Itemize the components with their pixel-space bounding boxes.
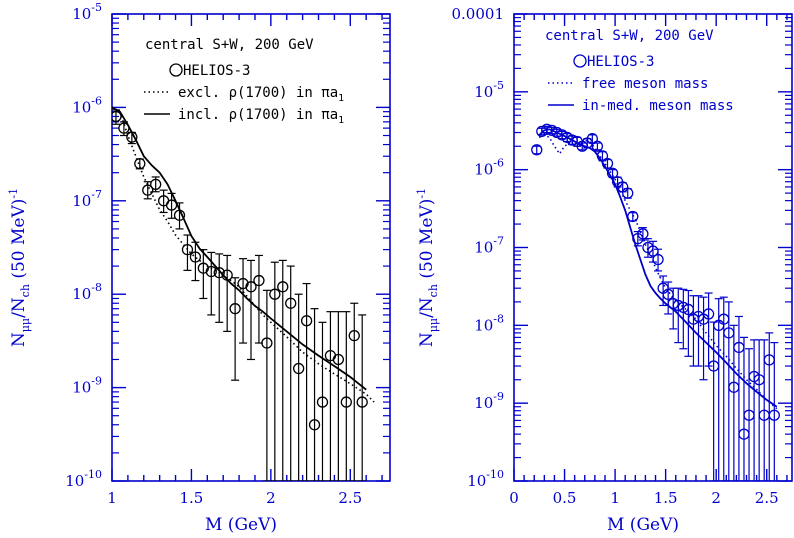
data-point	[702, 308, 715, 320]
y-tick-label: 10-5	[474, 79, 504, 101]
data-point	[173, 209, 186, 221]
data-point	[165, 199, 178, 211]
data-point	[308, 419, 321, 431]
y-tick-label: 10-10	[65, 468, 102, 490]
data-point	[531, 144, 543, 156]
x-tick-label: 2	[266, 489, 276, 507]
y-tick-label: 10-10	[467, 468, 504, 490]
annotation-title: central S+W, 200 GeV	[145, 37, 314, 53]
y-tick-label: 10-6	[72, 94, 102, 116]
x-axis-title: M (GeV)	[607, 515, 679, 535]
annotation-title: central S+W, 200 GeV	[545, 28, 714, 44]
data-point	[261, 337, 273, 349]
x-axis-title: M (GeV)	[205, 515, 277, 535]
solid-curve	[538, 128, 778, 408]
plot-area	[112, 106, 375, 481]
legend-label: free meson mass	[582, 76, 708, 92]
x-tick-label: 1.5	[179, 489, 203, 507]
y-tick-label: 10-8	[72, 281, 102, 303]
x-tick-label: 0.5	[553, 489, 577, 507]
legend-label: HELIOS-3	[183, 63, 250, 79]
data-point	[134, 157, 146, 170]
data-point	[652, 253, 664, 266]
x-tick-label: 2	[711, 489, 721, 507]
data-point	[229, 303, 241, 315]
data-point	[300, 315, 313, 327]
data-point	[622, 187, 634, 199]
data-point	[316, 396, 329, 408]
y-tick-label: 0.0001	[452, 5, 505, 23]
plot-frame	[111, 13, 391, 482]
x-tick-label: 2.5	[338, 489, 362, 507]
data-point	[627, 210, 639, 223]
x-tick-label: 1.5	[654, 489, 678, 507]
data-point	[213, 267, 225, 279]
data-point	[285, 297, 297, 309]
y-tick-label: 10-8	[474, 312, 504, 334]
y-tick-label: 10-5	[72, 1, 102, 23]
x-tick-label: 1	[107, 489, 117, 507]
y-tick-label: 10-7	[474, 235, 504, 257]
data-point	[637, 228, 649, 240]
legend-marker-circle	[573, 54, 587, 68]
data-point	[205, 265, 217, 278]
y-axis-title: Nμμ/Nch (50 MeV)-1	[7, 188, 32, 347]
y-tick-label: 10-7	[72, 188, 102, 210]
legend-label: excl. ρ(1700) in πa1	[178, 85, 344, 104]
data-point	[118, 122, 130, 134]
data-point	[606, 167, 619, 179]
solid-curve	[112, 106, 367, 391]
data-point	[332, 353, 345, 366]
legend-label: HELIOS-3	[587, 54, 654, 70]
y-tick-label: 10-9	[474, 390, 504, 412]
left-chart: 1 1.5 2 2.5 10-10 10-9 10-8 10-7 10-6 10-5 M (GeV)…	[7, 1, 391, 535]
y-tick-label: 10-6	[474, 157, 504, 179]
data-point	[591, 140, 604, 152]
plot-area	[531, 123, 780, 481]
legend-label: in-med. meson mass	[582, 98, 734, 114]
y-axis-title: Nμμ/Nch (50 MeV)-1	[415, 188, 440, 347]
data-point	[253, 274, 265, 287]
data-point	[586, 133, 598, 145]
data-point	[142, 184, 154, 196]
x-tick-label: 1	[610, 489, 620, 507]
data-point	[356, 396, 368, 408]
data-point	[181, 243, 194, 256]
right-chart: 0 0.5 1 1.5 2 2.5 10-10 10-9 10-8 10-7 10-6 10-5 0.0…	[415, 5, 793, 535]
data-point	[126, 131, 138, 143]
legend-label: incl. ρ(1700) in πa1	[178, 107, 344, 126]
data-point	[340, 396, 352, 408]
data-point	[601, 157, 614, 170]
x-tick-label: 0	[509, 489, 519, 507]
data-point	[269, 288, 281, 300]
dotted-curve	[538, 134, 778, 410]
data-point	[112, 110, 122, 123]
data-point	[348, 329, 360, 342]
data-point	[189, 251, 202, 263]
data-point	[150, 178, 162, 191]
legend-marker-circle	[169, 63, 183, 77]
data-point	[293, 362, 305, 375]
data-point	[221, 269, 233, 281]
data-point	[245, 281, 257, 293]
y-tick-label: 10-9	[72, 375, 102, 397]
data-point	[768, 409, 780, 421]
data-point	[596, 150, 609, 162]
x-tick-label: 2.5	[755, 489, 779, 507]
data-point	[277, 281, 289, 293]
